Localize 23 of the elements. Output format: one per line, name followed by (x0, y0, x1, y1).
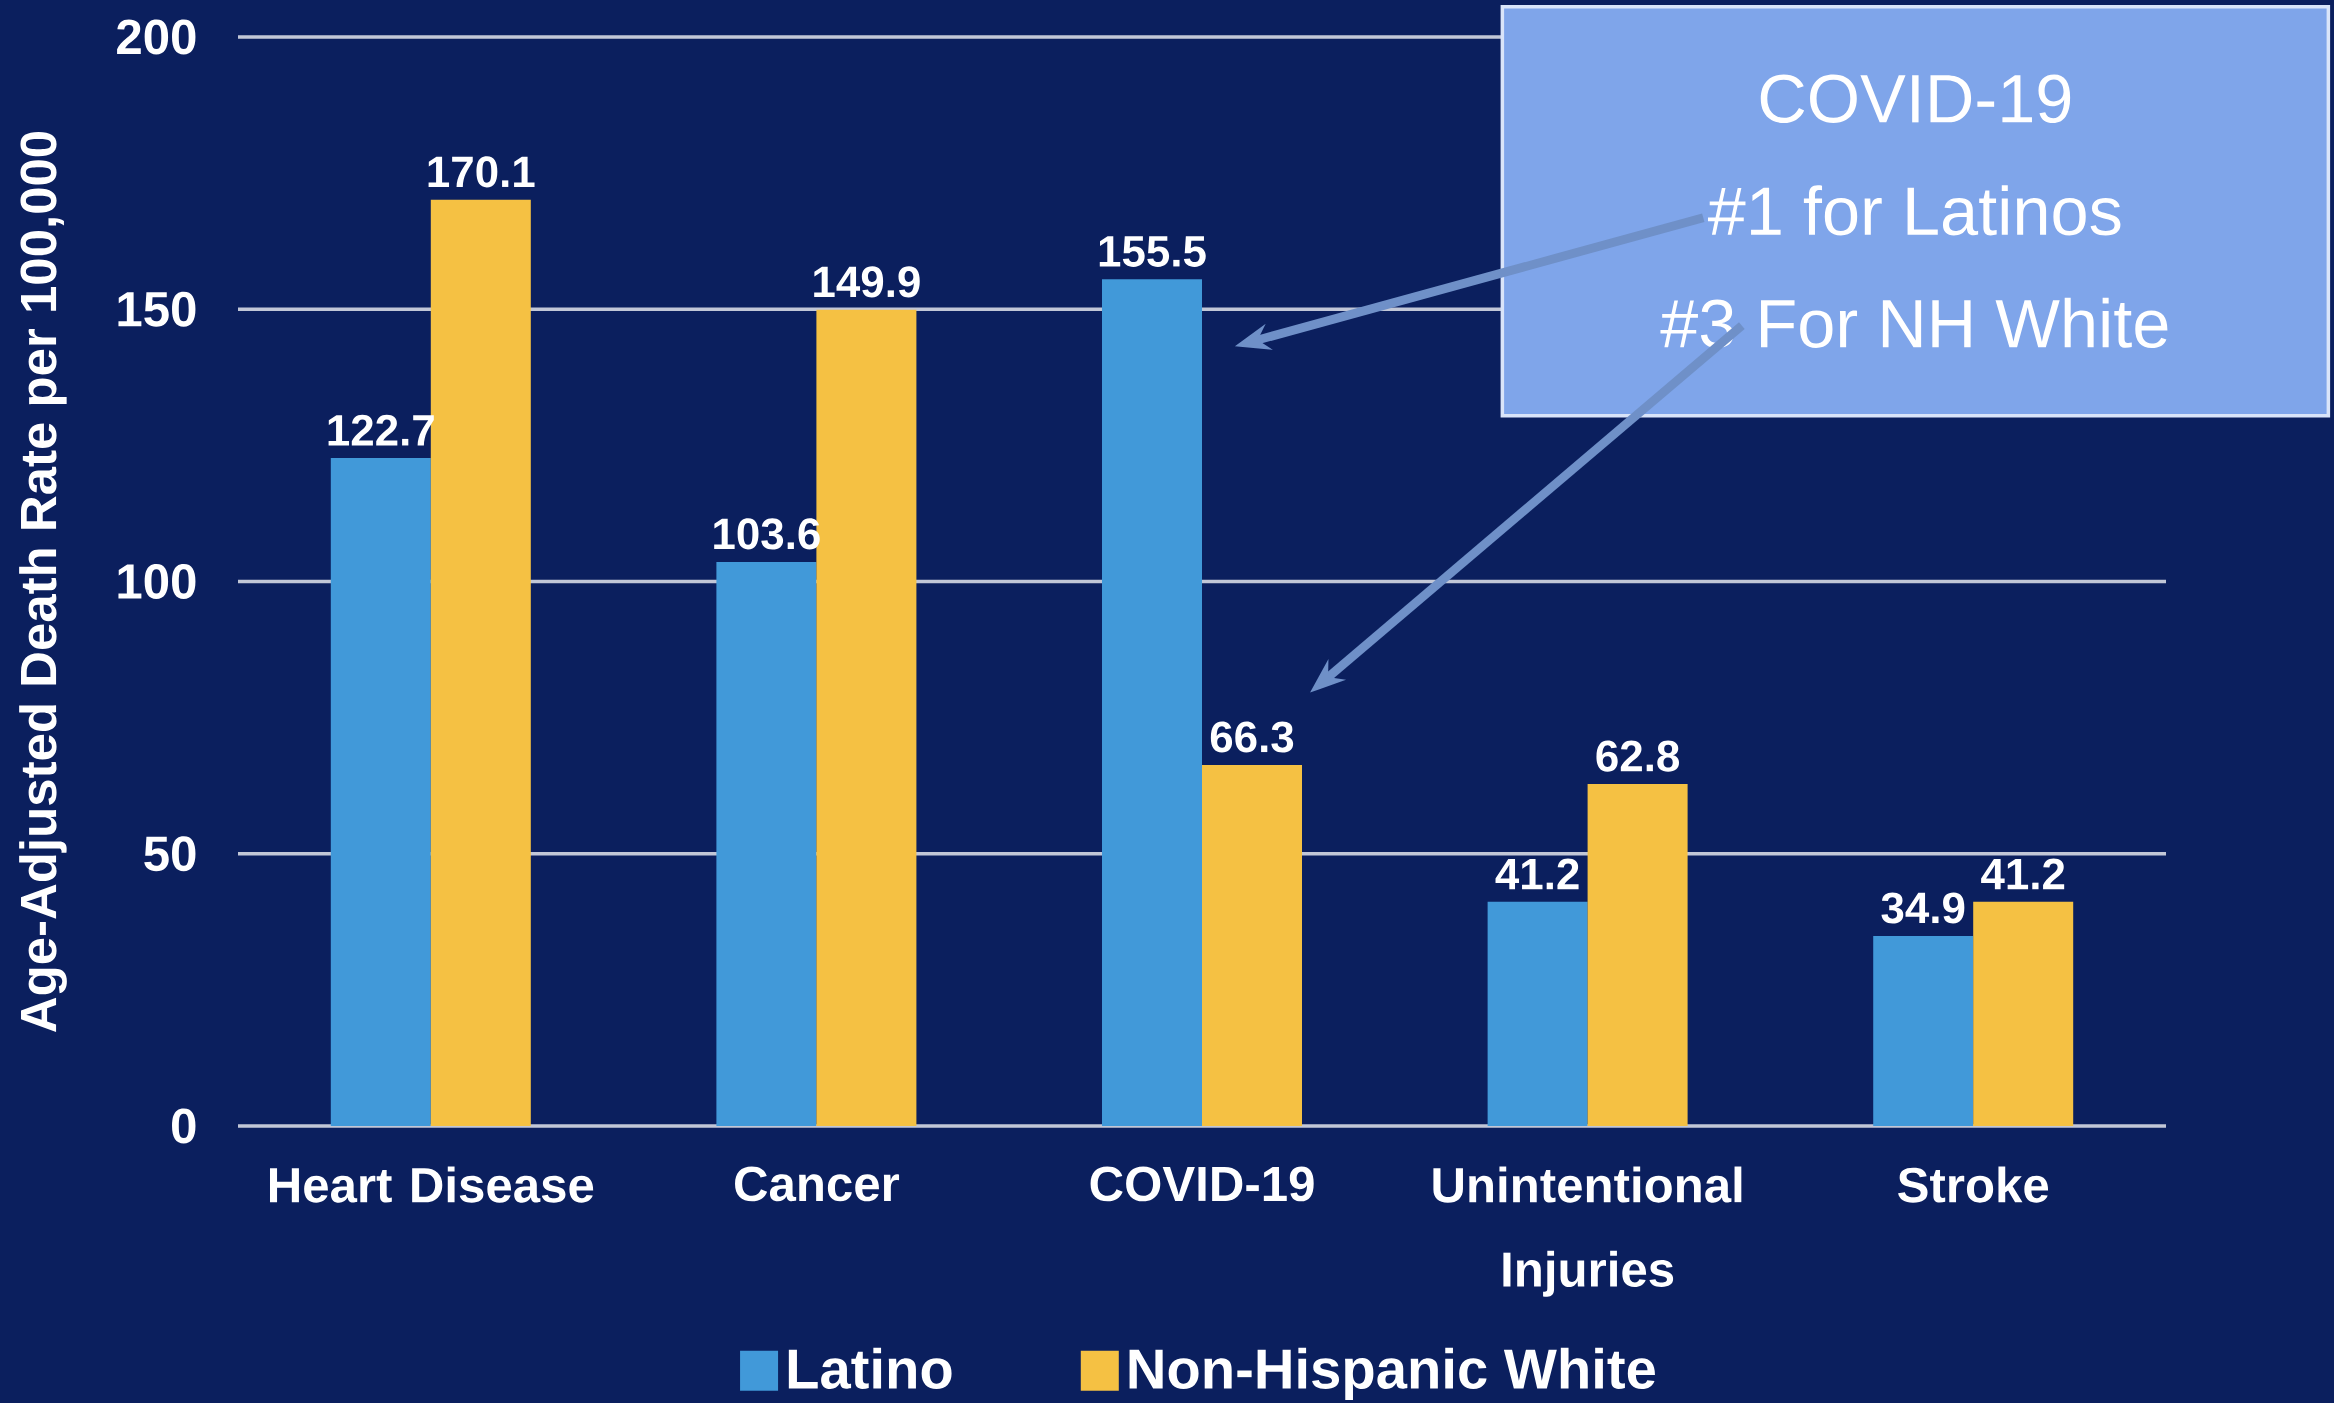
y-tick-label: 0 (172, 1108, 196, 1144)
data-label: 66.3 (1210, 721, 1294, 753)
data-label: 41.2 (1495, 858, 1579, 890)
y-tick-label: 200 (117, 19, 196, 55)
x-tick-label: Cancer (735, 1166, 900, 1202)
data-label: 170.1 (428, 156, 535, 188)
x-tick-label: Stroke (1898, 1166, 2049, 1203)
data-label: 41.2 (1981, 858, 2065, 890)
x-tick-label: Unintentional Injuries (1433, 1166, 1742, 1297)
x-tick-label: COVID-19 (1090, 1166, 1314, 1202)
y-tick-label: 150 (118, 291, 196, 327)
data-label: 62.8 (1596, 740, 1680, 772)
y-tick-label: 100 (118, 564, 196, 599)
legend-label: Latino (788, 1347, 952, 1389)
legend-label: Non-Hispanic White (1129, 1347, 1655, 1401)
data-label: 155.5 (1099, 236, 1206, 267)
annotation: #1 for Latinos (1707, 185, 2121, 236)
annotation: COVID-19 (1760, 74, 2071, 124)
data-label: 34.9 (1881, 892, 1965, 924)
y-axis-title: Age-Adjusted Death Rate per 100,000 (19, 131, 67, 1032)
y-tick-label: 50 (144, 836, 196, 872)
data-label: 149.9 (814, 266, 920, 298)
x-tick-label: Heart Disease (269, 1166, 594, 1203)
